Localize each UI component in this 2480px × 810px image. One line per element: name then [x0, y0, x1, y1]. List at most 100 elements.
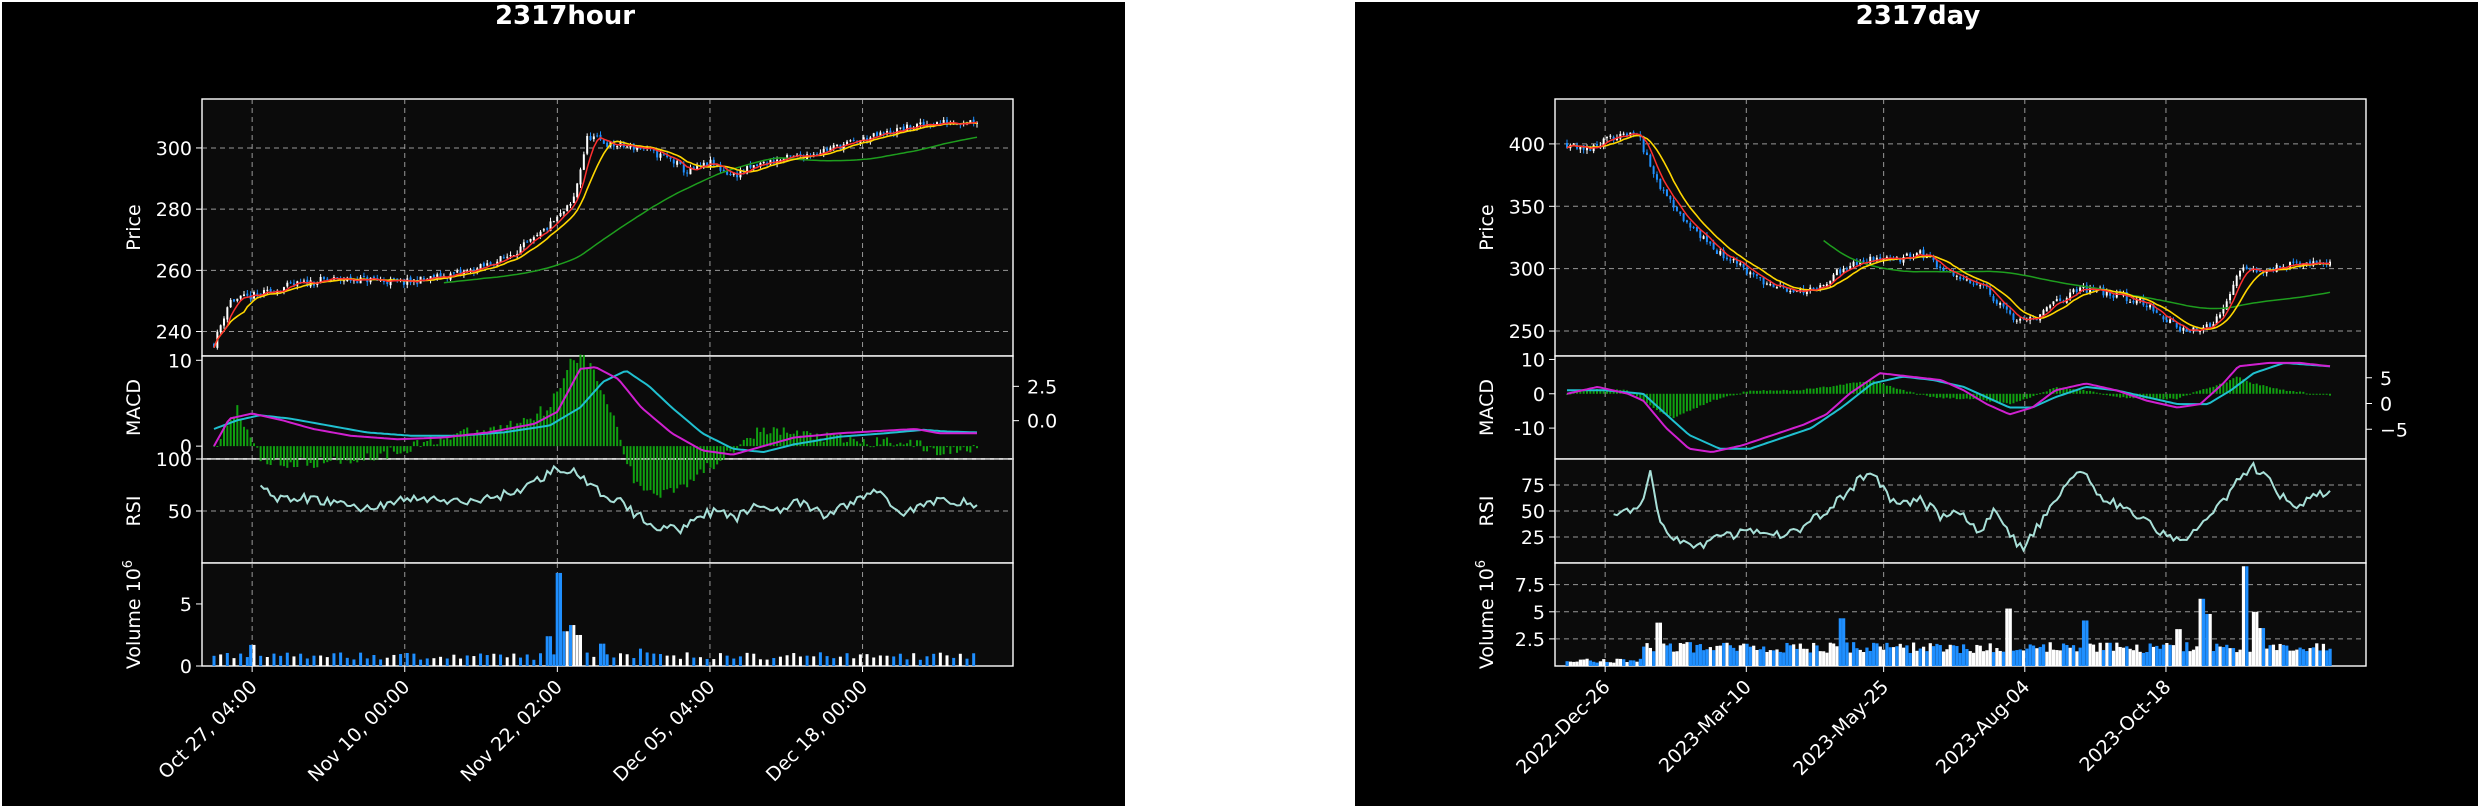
price-tick-label: 350	[1509, 196, 1545, 218]
volume-bar	[2115, 642, 2119, 666]
macd-hist-bar	[1829, 386, 1832, 394]
macd-hist-bar	[1699, 393, 1702, 406]
macd-hist-bar	[1592, 389, 1595, 394]
candle-body	[1975, 283, 1978, 286]
candle-body	[679, 160, 682, 164]
candle-body	[1972, 283, 1975, 285]
candle-body	[846, 141, 849, 146]
volume-bar	[225, 652, 229, 666]
macd-hist-bar	[696, 446, 699, 475]
volume-bar	[575, 634, 579, 666]
volume-bar	[312, 655, 316, 666]
macd-hist-bar	[1992, 393, 1995, 402]
macd-hist-bar	[599, 390, 602, 447]
macd-hist-bar	[2119, 393, 2122, 398]
volume-tick-label: 7.5	[1515, 575, 1545, 597]
volume-bar	[1945, 649, 1949, 666]
macd-hist-bar	[496, 433, 499, 447]
volume-bar	[379, 659, 383, 666]
candle-body	[502, 257, 505, 259]
volume-bar	[219, 654, 223, 666]
volume-bar	[2081, 620, 2086, 666]
volume-pane	[201, 562, 1014, 667]
candle-body	[672, 159, 675, 164]
candle-body	[1725, 257, 1728, 260]
macd-hist-bar	[279, 446, 282, 466]
candle-body	[1979, 285, 1982, 287]
macd-hist-bar	[312, 446, 315, 468]
macd-hist-bar	[216, 445, 219, 447]
candle-body	[1749, 272, 1752, 275]
candle-body	[2295, 261, 2298, 263]
macd-hist-bar	[356, 446, 359, 463]
macd-hist-bar	[1802, 389, 1805, 394]
volume-bar	[405, 652, 409, 666]
candle-body	[396, 278, 399, 281]
macd-hist-bar	[472, 435, 475, 447]
volume-bar	[1858, 649, 1862, 666]
candle-body	[2192, 327, 2195, 332]
macd-hist-bar	[1652, 393, 1655, 408]
macd-hist-bar	[1919, 393, 1922, 395]
candle-body	[1752, 273, 1755, 275]
volume-bar	[2055, 650, 2059, 666]
macd-hist-bar	[2089, 390, 2092, 394]
macd-hist-bar	[2049, 389, 2052, 394]
volume-bar	[2231, 648, 2236, 666]
macd-hist-bar	[386, 446, 389, 459]
macd-hist-bar	[666, 446, 669, 490]
candle-body	[1992, 296, 1995, 302]
macd-hist-bar	[256, 446, 259, 448]
volume-bar	[1645, 643, 1649, 666]
volume-bar	[252, 644, 256, 666]
macd-hist-bar	[1659, 393, 1662, 413]
volume-bar	[1835, 646, 1839, 666]
macd-hist-bar	[586, 367, 589, 447]
macd-hist-bar	[1955, 393, 1958, 400]
volume-bar	[2011, 650, 2016, 666]
macd-hist-bar	[2099, 393, 2102, 395]
macd-hist-bar	[796, 430, 799, 447]
volume-bar	[525, 654, 529, 666]
macd-hist-bar	[2179, 393, 2182, 398]
macd-hist-bar	[322, 446, 325, 464]
macd-hist-bar	[1869, 380, 1872, 394]
candle-body	[1932, 257, 1935, 261]
rsi-line	[1613, 460, 2331, 553]
candle-body	[566, 205, 569, 211]
candle-body	[2229, 293, 2232, 301]
macd-hist-bar	[362, 446, 365, 461]
macd-hist-bar	[819, 438, 822, 447]
volume-bar	[279, 655, 283, 666]
macd-hist-bar	[346, 446, 349, 461]
candle-body	[2075, 289, 2078, 292]
macd-hist-bar	[739, 444, 742, 447]
volume-bar	[372, 655, 376, 666]
macd-hist-bar	[2249, 382, 2252, 394]
macd-hist-bar	[1815, 387, 1818, 394]
chart-panel-hour: 2317hour Price 240 260 280 300 MACD 0 10 2.5 0.0 RS…	[0, 0, 1127, 808]
macd-hist-bar	[1849, 383, 1852, 394]
candle-body	[239, 295, 242, 299]
macd-hist-bar	[589, 363, 592, 447]
candle-body	[1739, 263, 1742, 265]
candle-body	[836, 144, 839, 147]
volume-bar	[1978, 645, 1982, 666]
candle-body	[1919, 250, 1922, 254]
candle-body	[2125, 292, 2128, 302]
macd-hist-bar	[606, 404, 609, 447]
macd-hist-bar	[742, 439, 745, 447]
volume-bar	[1828, 642, 1832, 666]
macd-hist-bar	[846, 441, 849, 447]
candle-body	[1899, 257, 1902, 262]
volume-bar	[838, 656, 842, 666]
macd-hist-bar	[729, 446, 732, 452]
volume-bar	[1792, 644, 1796, 666]
macd-hist-bar	[746, 438, 749, 447]
macd-hist-bar	[459, 431, 462, 447]
candle-body	[1969, 279, 1972, 284]
ma60-line	[443, 136, 978, 284]
macd-hist-bar	[1889, 385, 1892, 394]
macd-hist-bar	[329, 446, 332, 461]
macd-hist-bar	[2109, 393, 2112, 396]
